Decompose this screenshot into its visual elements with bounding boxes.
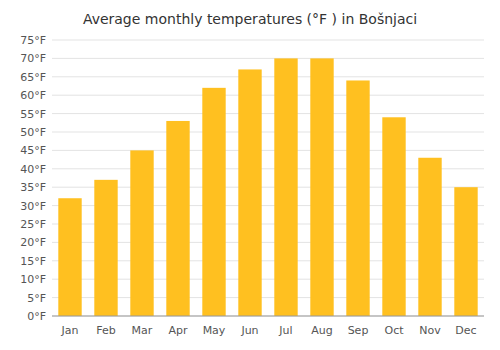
x-tick-label: Mar xyxy=(132,324,153,337)
y-tick-label: 70°F xyxy=(20,52,46,65)
bar xyxy=(202,88,225,316)
bar xyxy=(310,58,333,316)
bar xyxy=(346,80,369,316)
x-tick-label: May xyxy=(203,324,226,337)
grid-line xyxy=(52,150,484,151)
y-tick-labels: 0°F 5°F 10°F 15°F 20°F 25°F 30°F 35°F 40°F 45°F 50… xyxy=(20,34,46,323)
grid-line xyxy=(52,95,484,96)
bar xyxy=(274,58,297,316)
x-tick-label: Jun xyxy=(240,324,258,337)
bar xyxy=(418,158,441,316)
y-tick-label: 10°F xyxy=(20,273,46,286)
y-tick-label: 0°F xyxy=(27,310,46,323)
bar xyxy=(94,180,117,316)
title: Average monthly temperatures (°F ) in Bo… xyxy=(83,11,417,27)
grid-line xyxy=(52,40,484,41)
grid-line xyxy=(52,316,484,317)
bar xyxy=(166,121,189,316)
x-tick-label: Dec xyxy=(455,324,476,337)
bar xyxy=(382,117,405,316)
x-tick-label: Apr xyxy=(168,324,188,337)
bar xyxy=(58,198,81,316)
y-tick-label: 30°F xyxy=(20,200,46,213)
page: {"chart_data": {"type": "bar", "title": … xyxy=(0,0,500,350)
y-tick-label: 65°F xyxy=(20,71,46,84)
y-tick-label: 25°F xyxy=(20,218,46,231)
grid-line xyxy=(52,58,484,59)
y-tick-label: 55°F xyxy=(20,108,46,121)
bar xyxy=(238,69,261,316)
bar xyxy=(130,150,153,316)
grid-line xyxy=(52,132,484,133)
y-tick-label: 60°F xyxy=(20,89,46,102)
chart-svg: Average monthly temperatures (°F ) in Bo… xyxy=(0,0,500,350)
x-tick-label: Jan xyxy=(61,324,79,337)
y-tick-label: 35°F xyxy=(20,181,46,194)
y-tick-label: 5°F xyxy=(27,292,46,305)
bars xyxy=(58,58,477,316)
chart-container: Average monthly temperatures (°F ) in Bo… xyxy=(0,0,500,350)
bar xyxy=(454,187,477,316)
x-tick-label: Jul xyxy=(278,324,292,337)
x-tick-label: Nov xyxy=(419,324,441,337)
grid-line xyxy=(52,113,484,114)
grid-line xyxy=(52,76,484,77)
y-tick-label: 45°F xyxy=(20,144,46,157)
y-tick-label: 20°F xyxy=(20,236,46,249)
x-tick-label: Oct xyxy=(384,324,404,337)
y-tick-label: 75°F xyxy=(20,34,46,47)
x-tick-labels: Jan Feb Mar Apr May Jun Jul Aug Sep Oct Nov Dec xyxy=(61,324,477,337)
x-tick-label: Feb xyxy=(96,324,115,337)
y-tick-label: 50°F xyxy=(20,126,46,139)
y-tick-label: 15°F xyxy=(20,255,46,268)
x-tick-label: Sep xyxy=(348,324,369,337)
y-grid xyxy=(52,40,484,316)
y-tick-label: 40°F xyxy=(20,163,46,176)
x-axis-line xyxy=(52,316,484,317)
x-tick-label: Aug xyxy=(311,324,332,337)
